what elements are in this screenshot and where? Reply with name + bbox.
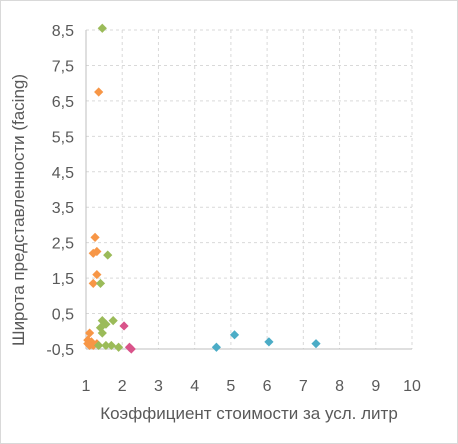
gridlines (85, 29, 413, 350)
data-point (92, 246, 102, 257)
data-point (311, 339, 321, 349)
y-tick-label: 2,5 (52, 236, 74, 253)
data-point (85, 328, 95, 338)
data-point (106, 340, 116, 351)
x-tick-label: 8 (335, 378, 344, 395)
data-point (88, 278, 98, 289)
x-tick-label: 2 (118, 378, 127, 395)
x-tick-label: 5 (226, 378, 235, 395)
y-tick-label: -0,5 (46, 342, 74, 359)
data-point (264, 337, 274, 347)
data-point (103, 250, 113, 260)
y-tick-label: 7,5 (52, 58, 74, 75)
data-point (94, 87, 104, 97)
y-tick-label: 3,5 (52, 200, 74, 217)
data-point (126, 344, 136, 354)
x-tick-labels: 1 2 3 4 5 6 7 8 9 10 (82, 378, 421, 395)
x-axis-title: Коэффициент стоимости за усл. литр (100, 404, 398, 423)
x-tick-label: 3 (154, 378, 163, 395)
y-axis-title: Широта представленности (facing) (9, 74, 28, 346)
x-tick-label: 9 (371, 378, 380, 395)
x-tick-label: 6 (263, 378, 272, 395)
y-tick-label: 4,5 (52, 165, 74, 182)
axes (85, 30, 412, 350)
data-point (97, 328, 107, 338)
data-point (119, 321, 129, 331)
data-point (114, 342, 124, 352)
data-point (108, 316, 118, 326)
y-tick-label: 8,5 (52, 23, 74, 40)
data-point (86, 337, 97, 347)
data-point (94, 340, 104, 351)
data-point (92, 269, 102, 280)
data-point (101, 340, 111, 351)
y-tick-label: 0,5 (52, 307, 74, 324)
data-point (229, 330, 240, 340)
data-point (88, 248, 98, 258)
x-tick-label: 1 (82, 378, 91, 395)
data-points (83, 23, 321, 354)
y-tick-label: 1,5 (52, 271, 74, 288)
data-point (95, 278, 106, 289)
data-point (85, 340, 95, 351)
data-point (97, 316, 107, 326)
data-point (97, 23, 107, 33)
y-tick-labels: -0,5 0,5 1,5 2,5 3,5 4,5 5,5 6,5 7,5 8,5 (46, 23, 74, 359)
y-tick-label: 6,5 (52, 94, 74, 111)
x-tick-label: 10 (403, 378, 421, 395)
x-tick-label: 4 (190, 378, 199, 395)
y-tick-label: 5,5 (52, 129, 74, 146)
x-tick-label: 7 (299, 378, 308, 395)
data-point (90, 232, 100, 242)
data-point (211, 342, 221, 352)
